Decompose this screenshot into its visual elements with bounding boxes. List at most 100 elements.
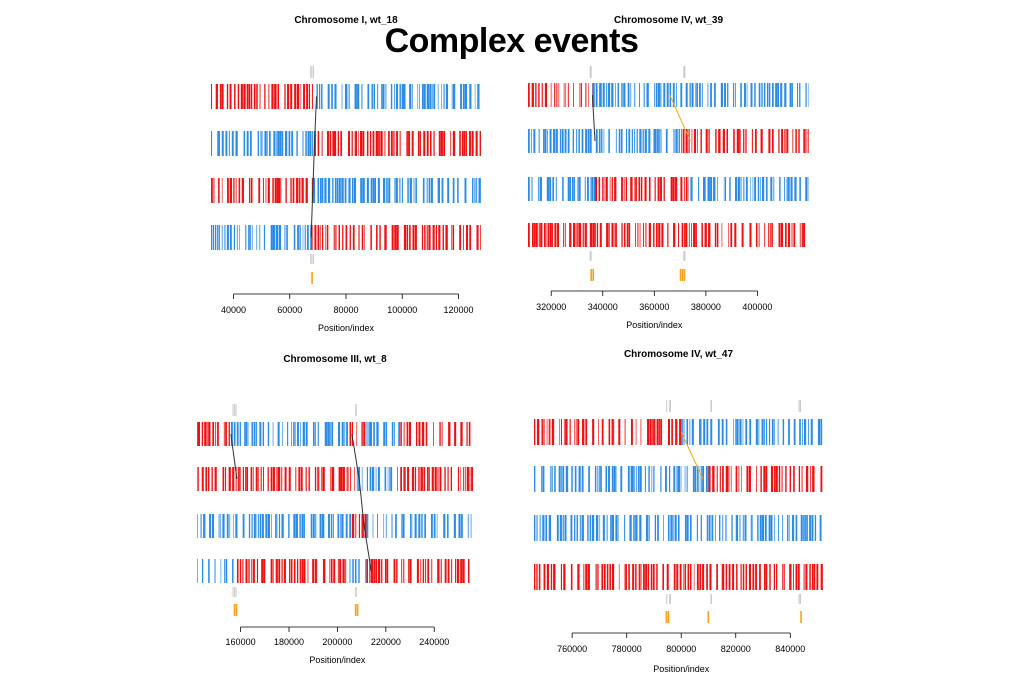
marker-stripe	[647, 515, 649, 541]
marker-stripe	[569, 419, 571, 445]
marker-stripe	[412, 225, 415, 250]
marker-stripe	[729, 177, 731, 201]
marker-stripe	[352, 178, 354, 203]
marker-stripe	[615, 223, 617, 247]
marker-stripe	[599, 515, 601, 541]
marker-stripe	[272, 225, 276, 250]
marker-stripe	[238, 467, 240, 491]
marker-stripe	[550, 466, 552, 492]
marker-stripe	[639, 223, 641, 247]
marker-stripe	[673, 564, 676, 590]
marker-stripe	[273, 84, 275, 109]
marker-stripe	[422, 178, 425, 203]
marker-stripe	[333, 225, 335, 250]
marker-stripe	[577, 419, 580, 445]
marker-stripe	[745, 564, 747, 590]
marker-stripe	[654, 83, 655, 107]
marker-stripe	[635, 223, 636, 247]
marker-stripe	[287, 422, 289, 446]
marker-stripe	[681, 419, 683, 445]
marker-stripe	[272, 467, 274, 491]
marker-stripe	[555, 129, 558, 153]
event-tick	[590, 269, 592, 281]
marker-stripe	[369, 467, 372, 491]
x-tick-label: 160000	[226, 637, 256, 647]
marker-stripe	[460, 559, 463, 583]
marker-stripe	[585, 83, 587, 107]
marker-stripe	[546, 177, 549, 201]
marker-stripe	[307, 131, 310, 156]
marker-stripe	[480, 225, 481, 250]
marker-stripe	[305, 178, 308, 203]
marker-stripe	[564, 515, 567, 541]
marker-stripe	[716, 564, 718, 590]
marker-stripe	[402, 514, 405, 538]
marker-stripe	[361, 84, 363, 109]
marker-stripe	[422, 559, 425, 583]
marker-stripe	[306, 84, 309, 109]
marker-stripe	[419, 131, 421, 156]
marker-stripe	[559, 129, 561, 153]
marker-stripe	[544, 129, 546, 153]
marker-stripe	[299, 514, 301, 538]
marker-stripe	[601, 419, 604, 445]
marker-stripe	[783, 564, 785, 590]
marker-stripe	[561, 129, 564, 153]
marker-stripe	[615, 515, 618, 541]
marker-stripe	[416, 559, 419, 583]
marker-stripe	[327, 178, 331, 203]
marker-stripe	[256, 559, 259, 583]
genotype-track	[534, 466, 823, 492]
marker-stripe	[743, 83, 746, 107]
marker-stripe	[394, 422, 395, 446]
marker-stripe	[257, 514, 259, 538]
panel-title: Chromosome I, wt_18	[294, 15, 398, 26]
marker-stripe	[653, 223, 655, 247]
marker-stripe	[754, 83, 756, 107]
marker-stripe	[236, 559, 239, 583]
marker-stripe	[354, 559, 357, 583]
marker-stripe	[764, 515, 767, 541]
marker-stripe	[421, 225, 424, 250]
marker-stripe	[676, 466, 678, 492]
marker-stripe	[339, 559, 342, 583]
marker-stripe	[736, 419, 739, 445]
marker-stripe	[670, 177, 673, 201]
marker-stripe	[251, 514, 253, 538]
marker-stripe	[735, 419, 737, 445]
marker-stripe	[209, 514, 211, 538]
marker-stripe	[718, 129, 721, 153]
marker-stripe	[758, 419, 760, 445]
marker-stripe	[611, 223, 614, 247]
marker-stripe	[292, 178, 295, 203]
marker-stripe	[767, 177, 768, 201]
marker-stripe	[696, 83, 698, 107]
marker-stripe	[291, 422, 292, 446]
event-tick	[356, 604, 359, 616]
marker-stripe	[403, 84, 406, 109]
marker-stripe	[656, 223, 658, 247]
marker-stripe	[261, 514, 264, 538]
marker-stripe	[574, 466, 577, 492]
marker-stripe	[615, 83, 616, 107]
marker-stripe	[238, 178, 241, 203]
marker-stripe	[675, 177, 678, 201]
marker-stripe	[686, 466, 688, 492]
marker-stripe	[797, 564, 800, 590]
marker-stripe	[403, 467, 405, 491]
marker-stripe	[302, 131, 304, 156]
marker-stripe	[599, 466, 601, 492]
marker-stripe	[222, 514, 225, 538]
marker-stripe	[811, 515, 814, 541]
marker-stripe	[358, 514, 361, 538]
marker-stripe	[633, 466, 635, 492]
marker-stripe	[710, 177, 713, 201]
marker-stripe	[646, 83, 649, 107]
marker-stripe	[725, 564, 728, 590]
marker-stripe	[366, 422, 368, 446]
marker-stripe	[253, 422, 256, 446]
marker-stripe	[208, 467, 210, 491]
marker-stripe	[304, 225, 306, 250]
marker-stripe	[366, 178, 369, 203]
marker-stripe	[348, 84, 350, 109]
